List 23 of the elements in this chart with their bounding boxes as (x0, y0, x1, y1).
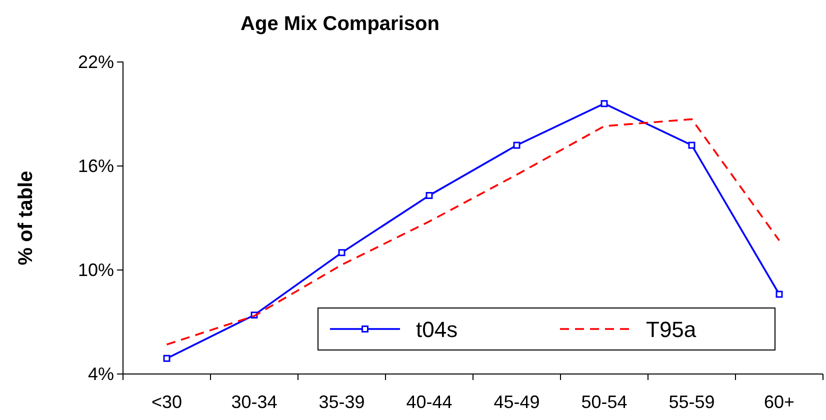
x-tick-label: 50-54 (581, 392, 628, 412)
point (426, 192, 433, 199)
y-tick-label: 22% (78, 52, 114, 72)
point (513, 142, 520, 149)
point (776, 290, 783, 298)
x-tick-label: <30 (151, 392, 182, 412)
x-tick-label: 35-39 (318, 392, 365, 412)
x-tick-label: 55-59 (668, 392, 715, 412)
y-tick-label: 16% (78, 156, 114, 176)
y-tick-label: 4% (88, 364, 114, 384)
legend-label: T95a (646, 317, 697, 342)
point (688, 142, 696, 149)
x-tick-label: 60+ (764, 392, 795, 412)
point (338, 249, 346, 256)
x-tick-label: 45-49 (494, 392, 540, 412)
x-tick-label: 40-44 (406, 392, 452, 412)
y-tick-label: 10% (78, 260, 114, 280)
x-tick-label: 30-34 (231, 392, 278, 412)
point (163, 354, 170, 362)
point (600, 100, 608, 108)
chart-title: Age Mix Comparison (240, 13, 440, 35)
legend-label: t04s (416, 317, 458, 342)
y-axis-title: % of table (15, 170, 37, 266)
